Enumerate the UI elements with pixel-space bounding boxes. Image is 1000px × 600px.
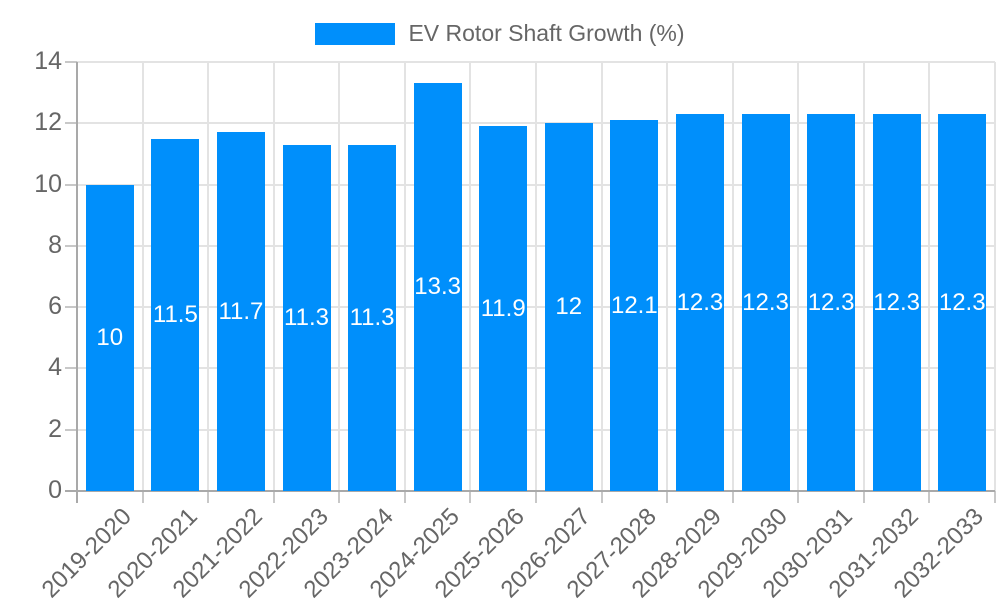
bar-value-label: 12.1 bbox=[610, 291, 658, 319]
legend-swatch bbox=[315, 22, 396, 45]
bar[interactable] bbox=[741, 114, 790, 491]
x-gridline bbox=[731, 62, 734, 491]
y-tick bbox=[65, 244, 77, 247]
bar[interactable] bbox=[348, 144, 397, 491]
bar[interactable] bbox=[282, 144, 331, 491]
bar-value-label: 12.3 bbox=[873, 288, 920, 316]
x-tick bbox=[928, 491, 931, 503]
bar[interactable] bbox=[413, 83, 462, 491]
x-axis-line bbox=[65, 490, 995, 492]
x-tick bbox=[731, 491, 734, 503]
chart-legend[interactable]: EV Rotor Shaft Growth (%) bbox=[0, 20, 1000, 47]
x-tick bbox=[338, 491, 341, 503]
y-tick-label: 6 bbox=[48, 292, 62, 321]
y-tick-label: 14 bbox=[34, 46, 62, 75]
bar[interactable] bbox=[151, 138, 200, 491]
x-tick bbox=[600, 491, 603, 503]
bar[interactable] bbox=[610, 120, 659, 491]
y-tick bbox=[65, 61, 77, 63]
x-gridline bbox=[928, 62, 931, 491]
y-tick bbox=[65, 122, 77, 125]
y-tick-label: 10 bbox=[34, 169, 62, 198]
legend-label: EV Rotor Shaft Growth (%) bbox=[408, 20, 685, 46]
y-tick bbox=[65, 367, 77, 370]
x-gridline bbox=[666, 62, 669, 491]
bar-value-label: 10 bbox=[96, 323, 124, 351]
bar-value-label: 12 bbox=[555, 293, 583, 321]
bar[interactable] bbox=[479, 126, 528, 491]
x-tick bbox=[666, 491, 669, 503]
x-gridline bbox=[469, 62, 472, 491]
x-gridline bbox=[797, 62, 800, 491]
x-tick bbox=[403, 491, 406, 503]
x-tick bbox=[797, 491, 800, 503]
bar[interactable] bbox=[544, 123, 593, 491]
bar-value-label: 12.3 bbox=[676, 288, 724, 316]
x-gridline bbox=[403, 62, 406, 491]
y-tick bbox=[65, 183, 77, 186]
x-tick bbox=[469, 491, 472, 503]
bar-value-label: 12.3 bbox=[742, 288, 789, 316]
bar-value-label: 11.9 bbox=[480, 294, 526, 322]
bar-value-label: 11.5 bbox=[152, 300, 198, 328]
bar[interactable] bbox=[675, 114, 724, 491]
x-gridline bbox=[207, 62, 210, 491]
y-tick-label: 4 bbox=[48, 353, 62, 382]
bar[interactable] bbox=[216, 132, 265, 491]
x-gridline bbox=[338, 62, 341, 491]
bar-value-label: 11.3 bbox=[284, 303, 329, 331]
y-tick-label: 0 bbox=[48, 475, 62, 504]
bar[interactable] bbox=[807, 114, 856, 491]
bar-value-label: 13.3 bbox=[414, 273, 461, 301]
bar-value-label: 11.7 bbox=[218, 297, 264, 325]
x-tick bbox=[272, 491, 275, 503]
y-tick-label: 12 bbox=[34, 108, 62, 137]
x-gridline bbox=[535, 62, 537, 491]
x-gridline bbox=[862, 62, 865, 491]
y-axis-line bbox=[76, 62, 78, 503]
bar-value-label: 11.3 bbox=[349, 303, 395, 331]
x-gridline bbox=[272, 62, 275, 491]
x-tick bbox=[862, 491, 865, 503]
x-gridline bbox=[994, 62, 996, 491]
y-tick-label: 8 bbox=[48, 230, 62, 259]
x-tick bbox=[535, 491, 537, 503]
bar-value-label: 12.3 bbox=[807, 288, 855, 316]
bar-value-label: 12.3 bbox=[938, 288, 986, 316]
x-tick bbox=[994, 491, 996, 503]
x-gridline bbox=[141, 62, 144, 491]
bar[interactable] bbox=[872, 114, 921, 491]
y-tick bbox=[65, 428, 77, 431]
y-tick bbox=[65, 306, 77, 309]
x-tick bbox=[207, 491, 210, 503]
x-gridline bbox=[600, 62, 603, 491]
bar[interactable] bbox=[85, 184, 134, 491]
y-tick-label: 2 bbox=[48, 414, 62, 443]
bar[interactable] bbox=[938, 114, 987, 491]
x-tick bbox=[141, 491, 144, 503]
